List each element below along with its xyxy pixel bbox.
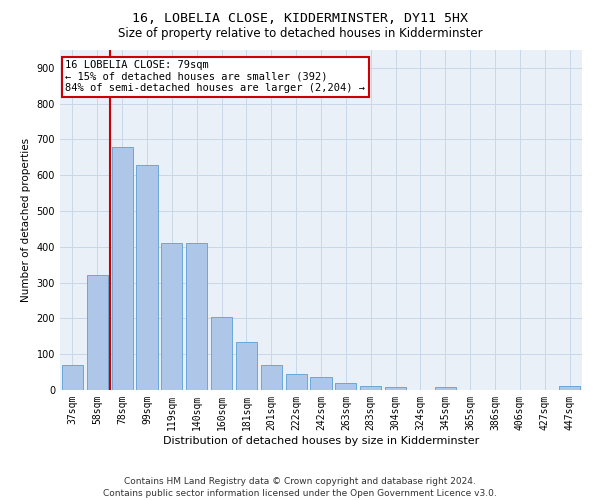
Text: Contains HM Land Registry data © Crown copyright and database right 2024.
Contai: Contains HM Land Registry data © Crown c… bbox=[103, 476, 497, 498]
Bar bbox=[385, 387, 406, 390]
Bar bbox=[186, 244, 207, 390]
Y-axis label: Number of detached properties: Number of detached properties bbox=[21, 138, 31, 302]
Bar bbox=[335, 383, 356, 390]
Bar bbox=[62, 365, 83, 390]
Text: 16 LOBELIA CLOSE: 79sqm
← 15% of detached houses are smaller (392)
84% of semi-d: 16 LOBELIA CLOSE: 79sqm ← 15% of detache… bbox=[65, 60, 365, 94]
Bar bbox=[286, 374, 307, 390]
Bar bbox=[161, 244, 182, 390]
X-axis label: Distribution of detached houses by size in Kidderminster: Distribution of detached houses by size … bbox=[163, 436, 479, 446]
Bar bbox=[236, 342, 257, 390]
Bar bbox=[261, 365, 282, 390]
Bar bbox=[360, 386, 381, 390]
Bar bbox=[211, 316, 232, 390]
Bar bbox=[87, 276, 108, 390]
Bar bbox=[310, 378, 332, 390]
Bar bbox=[435, 387, 456, 390]
Text: 16, LOBELIA CLOSE, KIDDERMINSTER, DY11 5HX: 16, LOBELIA CLOSE, KIDDERMINSTER, DY11 5… bbox=[132, 12, 468, 26]
Bar bbox=[559, 386, 580, 390]
Text: Size of property relative to detached houses in Kidderminster: Size of property relative to detached ho… bbox=[118, 28, 482, 40]
Bar bbox=[136, 164, 158, 390]
Bar bbox=[112, 146, 133, 390]
